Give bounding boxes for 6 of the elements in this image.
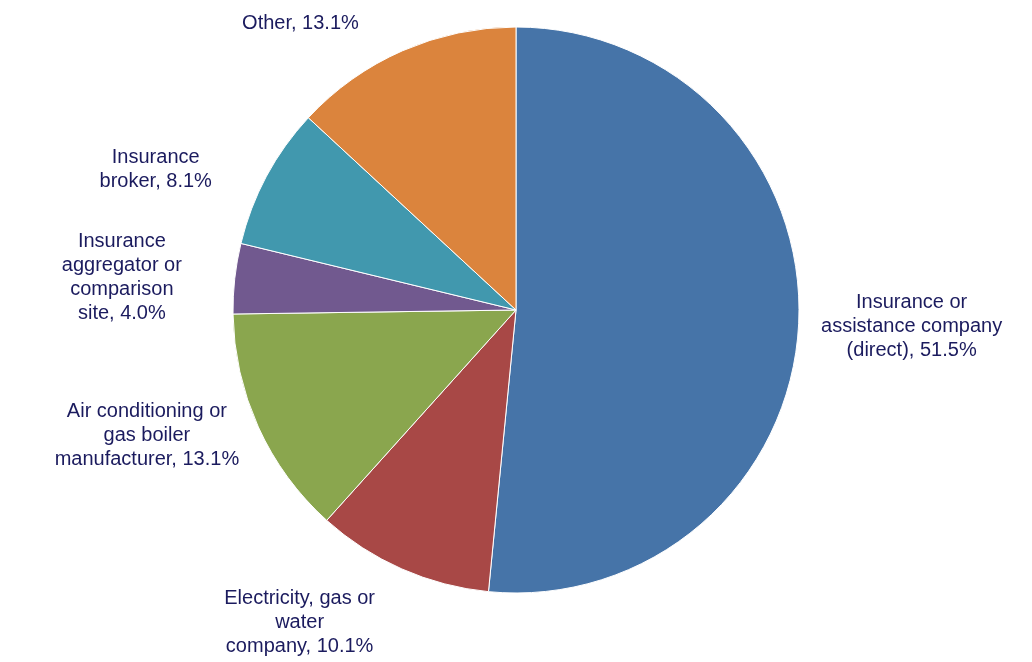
slice-label: Other, 13.1%	[242, 11, 359, 34]
slice-label: Electricity, gas or water company, 10.1%	[223, 585, 376, 658]
slice-label: Air conditioning or gas boiler manufacturer, 13.1%	[53, 398, 241, 471]
slice-label: Insurance broker, 8.1%	[98, 143, 213, 192]
slice-label: Insurance aggregator or comparison site, 4.0%	[60, 228, 183, 325]
slice-label: Insurance or assistance company (direct), 51.5%	[820, 288, 1004, 361]
